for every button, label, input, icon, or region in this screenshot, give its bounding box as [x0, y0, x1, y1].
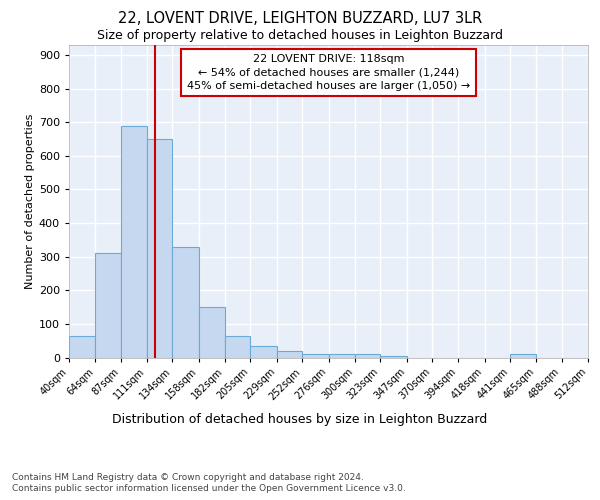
Text: Contains HM Land Registry data © Crown copyright and database right 2024.: Contains HM Land Registry data © Crown c… [12, 472, 364, 482]
Y-axis label: Number of detached properties: Number of detached properties [25, 114, 35, 289]
Bar [510, 354, 536, 358]
Bar [380, 356, 407, 358]
Text: 22, LOVENT DRIVE, LEIGHTON BUZZARD, LU7 3LR: 22, LOVENT DRIVE, LEIGHTON BUZZARD, LU7 … [118, 11, 482, 26]
Bar [199, 307, 225, 358]
Bar [225, 336, 250, 357]
Bar [95, 254, 121, 358]
Bar [172, 246, 199, 358]
Bar [147, 139, 172, 358]
Bar [302, 354, 329, 358]
Bar [121, 126, 147, 358]
Text: Contains public sector information licensed under the Open Government Licence v3: Contains public sector information licen… [12, 484, 406, 493]
Bar [355, 354, 380, 358]
Text: 22 LOVENT DRIVE: 118sqm
← 54% of detached houses are smaller (1,244)
45% of semi: 22 LOVENT DRIVE: 118sqm ← 54% of detache… [187, 54, 470, 91]
Bar [250, 346, 277, 358]
Text: Size of property relative to detached houses in Leighton Buzzard: Size of property relative to detached ho… [97, 29, 503, 42]
Text: Distribution of detached houses by size in Leighton Buzzard: Distribution of detached houses by size … [112, 412, 488, 426]
Bar [277, 351, 302, 358]
Bar [69, 336, 95, 357]
Bar [329, 354, 355, 358]
